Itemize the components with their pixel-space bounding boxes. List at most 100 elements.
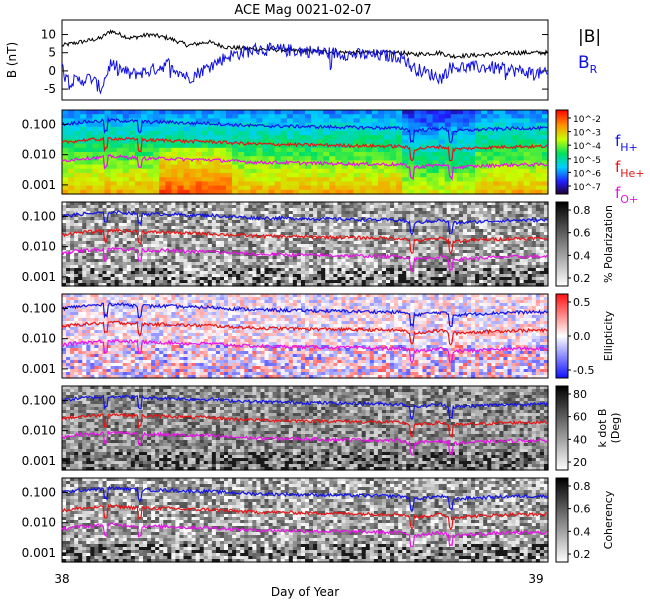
heatmap-cell bbox=[153, 165, 160, 170]
heatmap-column bbox=[346, 202, 351, 287]
heatmap-cell bbox=[62, 173, 69, 178]
heatmap-cell bbox=[378, 186, 385, 191]
heatmap-cell bbox=[147, 114, 154, 119]
legend-btotal: |B| bbox=[578, 27, 601, 47]
heatmap-cell bbox=[281, 148, 288, 153]
heatmap-cell bbox=[505, 131, 512, 136]
heatmap-cell bbox=[196, 131, 203, 136]
heatmap-cell bbox=[384, 186, 391, 191]
heatmap-cell bbox=[123, 177, 130, 182]
heatmap-cell bbox=[335, 110, 342, 115]
heatmap-cell bbox=[269, 181, 276, 186]
heatmap-cell bbox=[317, 139, 324, 144]
heatmap-cell bbox=[433, 169, 440, 174]
heatmap-cell bbox=[323, 152, 330, 157]
heatmap-cell bbox=[402, 110, 409, 115]
heatmap-cell bbox=[390, 177, 397, 182]
heatmap-cell bbox=[123, 114, 130, 119]
heatmap-cell bbox=[184, 127, 191, 132]
heatmap-cell bbox=[317, 169, 324, 174]
heatmap-cell bbox=[329, 181, 336, 186]
heatmap-cell bbox=[420, 173, 427, 178]
heatmap-cell bbox=[177, 131, 184, 136]
heatmap-cell bbox=[293, 181, 300, 186]
heatmap-cell bbox=[141, 186, 148, 191]
heatmap-cell bbox=[68, 131, 75, 136]
heatmap-cell bbox=[184, 177, 191, 182]
heatmap-cell bbox=[439, 139, 446, 144]
heatmap-cell bbox=[74, 177, 81, 182]
heatmap-cell bbox=[147, 177, 154, 182]
heatmap-column bbox=[238, 110, 245, 195]
heatmap-cell bbox=[244, 127, 251, 132]
heatmap-cell bbox=[348, 118, 355, 123]
heatmap-cell bbox=[135, 177, 142, 182]
heatmap-cell bbox=[281, 135, 288, 140]
heatmap-cell bbox=[190, 148, 197, 153]
heatmap-cell bbox=[536, 114, 543, 119]
heatmap-cell bbox=[214, 181, 221, 186]
heatmap-cell bbox=[68, 144, 75, 149]
heatmap-cell bbox=[433, 123, 440, 128]
heatmap-column bbox=[499, 110, 506, 195]
heatmap-cell bbox=[402, 181, 409, 186]
heatmap-cell bbox=[354, 169, 361, 174]
heatmap-cell bbox=[111, 169, 118, 174]
heatmap-column bbox=[518, 110, 525, 195]
heatmap-cell bbox=[433, 135, 440, 140]
heatmap-column bbox=[348, 110, 355, 195]
heatmap-cell bbox=[92, 110, 99, 115]
heatmap-cell bbox=[493, 110, 500, 115]
heatmap-cell bbox=[481, 169, 488, 174]
heatmap-cell bbox=[123, 181, 130, 186]
heatmap-cell bbox=[427, 118, 434, 123]
heatmap-cell bbox=[275, 177, 282, 182]
heatmap-cell bbox=[208, 131, 215, 136]
heatmap-cell bbox=[62, 165, 69, 170]
heatmap-cell bbox=[74, 135, 81, 140]
heatmap-cell bbox=[420, 152, 427, 157]
heatmap-cell bbox=[360, 139, 367, 144]
heatmap-cell bbox=[281, 165, 288, 170]
heatmap-cell bbox=[214, 173, 221, 178]
heatmap-cell bbox=[378, 169, 385, 174]
heatmap-cell bbox=[165, 181, 172, 186]
heatmap-column bbox=[232, 202, 237, 287]
heatmap-cell bbox=[232, 169, 239, 174]
heatmap-cell bbox=[117, 165, 124, 170]
heatmap-cell bbox=[117, 173, 124, 178]
heatmap-cell bbox=[475, 139, 482, 144]
heatmap-cell bbox=[518, 123, 525, 128]
heatmap-cell bbox=[141, 114, 148, 119]
heatmap-cell bbox=[275, 181, 282, 186]
heatmap-cell bbox=[232, 110, 239, 115]
heatmap-cell bbox=[524, 181, 531, 186]
heatmap-cell bbox=[427, 169, 434, 174]
heatmap-cell bbox=[390, 110, 397, 115]
heatmap-cell bbox=[80, 160, 87, 165]
heatmap-cell bbox=[469, 123, 476, 128]
heatmap-cell bbox=[317, 181, 324, 186]
heatmap-cell bbox=[202, 173, 209, 178]
heatmap-cell bbox=[177, 152, 184, 157]
heatmap-column bbox=[390, 202, 395, 287]
heatmap-cell bbox=[469, 186, 476, 191]
heatmap-cell bbox=[68, 177, 75, 182]
heatmap-cell bbox=[220, 181, 227, 186]
heatmap-cell bbox=[165, 165, 172, 170]
heatmap-cell bbox=[512, 181, 519, 186]
heatmap-cell bbox=[348, 148, 355, 153]
heatmap-cell bbox=[190, 127, 197, 132]
heatmap-cell bbox=[378, 139, 385, 144]
heatmap-cell bbox=[159, 131, 166, 136]
heatmap-cell bbox=[159, 144, 166, 149]
heatmap-column bbox=[445, 110, 452, 195]
heatmap-cell bbox=[262, 169, 269, 174]
heatmap-cell bbox=[202, 131, 209, 136]
heatmap-cell bbox=[451, 110, 458, 115]
heatmap-cell bbox=[293, 156, 300, 161]
heatmap-cell bbox=[293, 148, 300, 153]
heatmap-cell bbox=[311, 173, 318, 178]
heatmap-cell bbox=[147, 160, 154, 165]
heatmap-cell bbox=[348, 169, 355, 174]
